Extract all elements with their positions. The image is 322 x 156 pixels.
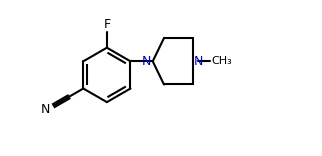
Text: CH₃: CH₃: [211, 56, 232, 66]
Text: F: F: [103, 18, 110, 31]
Text: N: N: [194, 55, 204, 68]
Text: N: N: [41, 103, 50, 116]
Text: N: N: [142, 55, 151, 68]
